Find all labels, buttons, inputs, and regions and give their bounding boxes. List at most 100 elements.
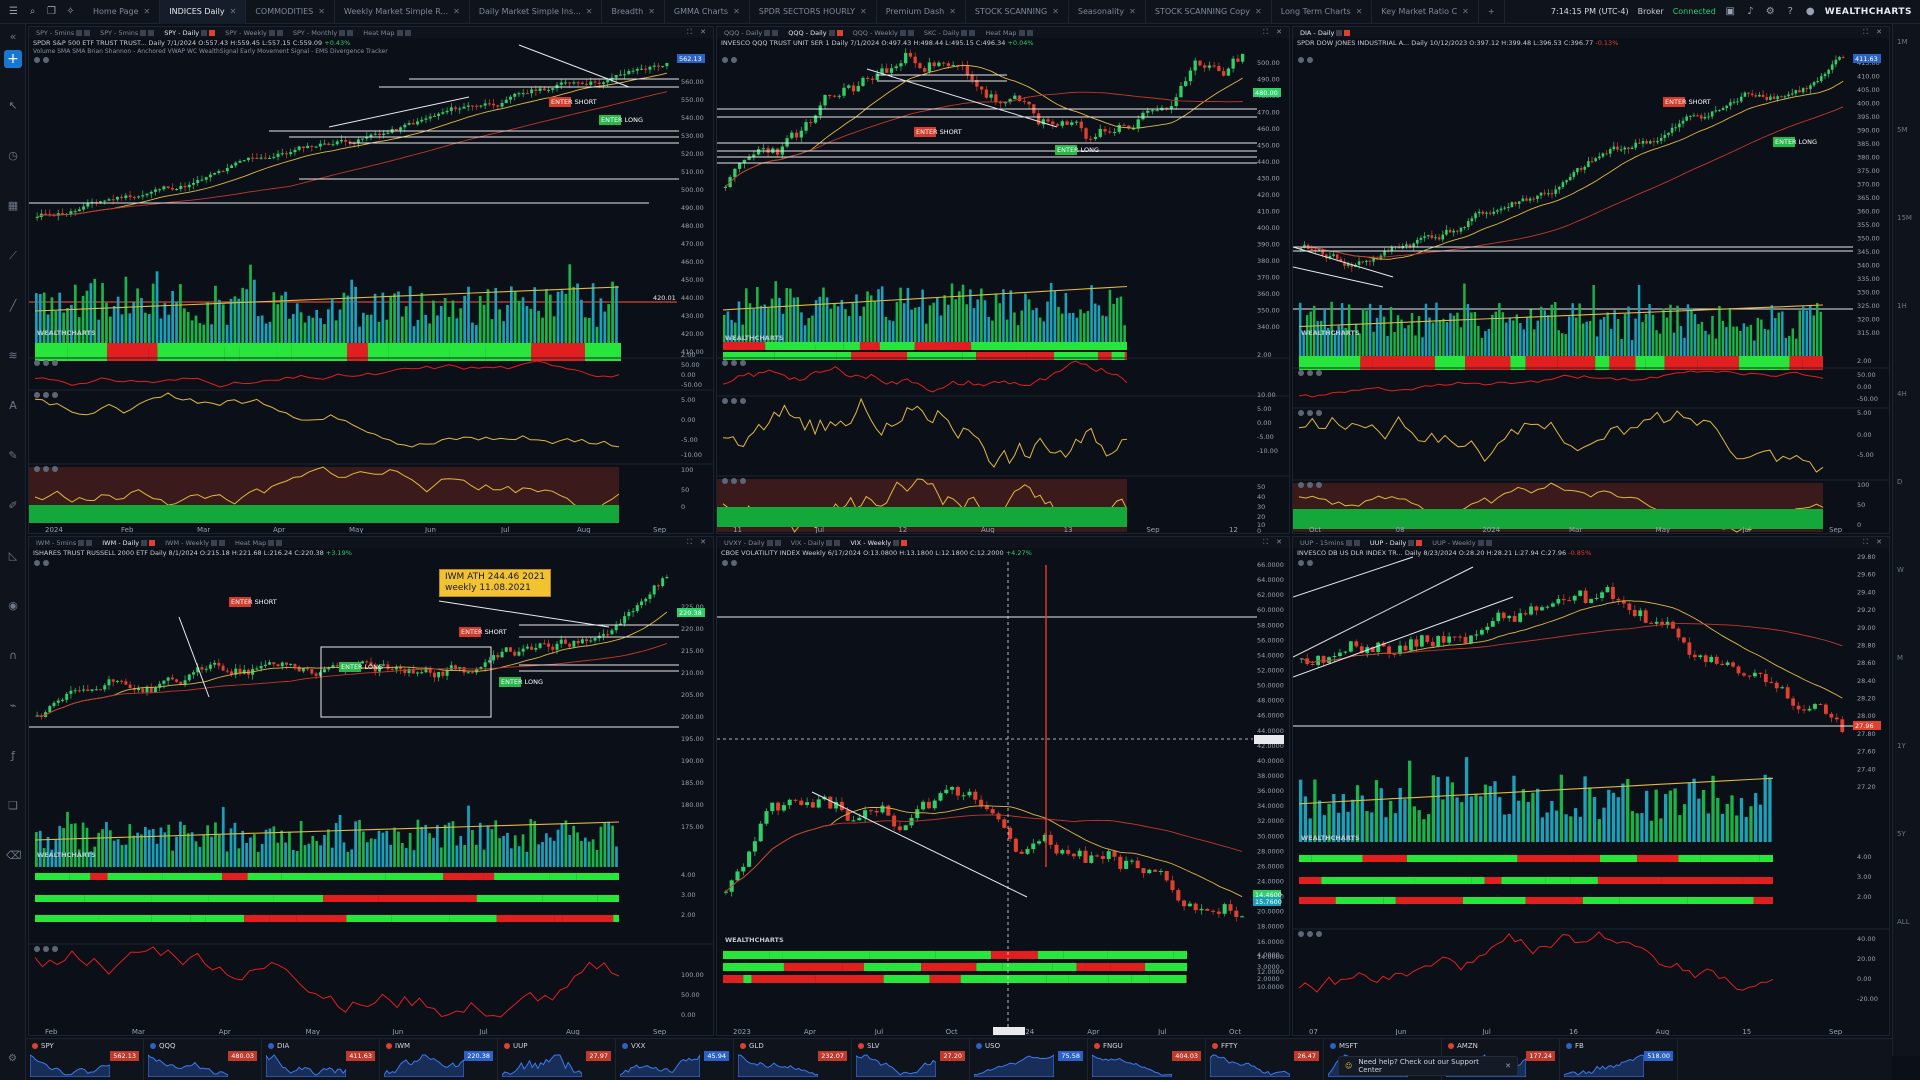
- panel-tab-menu-icon[interactable]: [893, 539, 900, 546]
- layout-tab[interactable]: Long Term Charts ✕: [1272, 0, 1373, 24]
- panel-tab-menu-icon[interactable]: [826, 539, 833, 546]
- watchlist-item[interactable]: DIA 411.63: [262, 1039, 380, 1080]
- panel-tab[interactable]: DIA - Daily: [1297, 29, 1353, 37]
- price-chart[interactable]: 560.00550.00540.00530.00520.00510.00500.…: [29, 27, 714, 534]
- zone-box[interactable]: [320, 646, 492, 718]
- pane-control-icon[interactable]: [1298, 410, 1304, 416]
- trade-signal-marker[interactable]: [339, 662, 361, 672]
- panel-tab[interactable]: UVXY - Daily: [721, 539, 784, 547]
- panel-tab[interactable]: UUP - Weekly: [1429, 539, 1494, 547]
- panel-tab-link-icon[interactable]: [1485, 539, 1492, 546]
- close-icon[interactable]: ✕: [949, 7, 956, 16]
- chart-control-icon[interactable]: [731, 57, 737, 63]
- close-icon[interactable]: ✕: [648, 7, 655, 16]
- panel-tab-link-icon[interactable]: [774, 539, 781, 546]
- watchlist-item[interactable]: QQQ 480.03: [144, 1039, 262, 1080]
- panel-tab[interactable]: QQQ - Weekly: [850, 29, 917, 37]
- panel-tab[interactable]: VIX - Daily: [788, 539, 844, 547]
- trendline[interactable]: [1293, 246, 1394, 278]
- panel-tab-menu-icon[interactable]: [1336, 29, 1343, 36]
- pane-control-icon[interactable]: [52, 466, 58, 472]
- panel-tab-menu-icon[interactable]: [141, 539, 148, 546]
- panel-tab-menu-icon[interactable]: [1345, 539, 1352, 546]
- timeframe-button[interactable]: 1Y: [1897, 742, 1906, 750]
- pane-control-icon[interactable]: [43, 946, 49, 952]
- pane-control-icon[interactable]: [1316, 370, 1322, 376]
- chart-panel-spy[interactable]: SPY - 5mins SPY - 5mins SPY - Daily SPY - W…: [28, 26, 714, 534]
- pane-control-icon[interactable]: [731, 398, 737, 404]
- trendline[interactable]: [328, 96, 470, 128]
- layout-tab[interactable]: COMMODITIES ✕: [246, 0, 335, 24]
- pane-control-icon[interactable]: [731, 478, 737, 484]
- cursor-icon[interactable]: ↖: [8, 99, 18, 112]
- ath-note[interactable]: IWM ATH 244.46 2021 weekly 11.08.2021: [439, 569, 552, 597]
- trade-signal-marker[interactable]: [1663, 97, 1685, 107]
- close-icon[interactable]: ✕: [1505, 1062, 1511, 1070]
- watchlist-item[interactable]: SLV 27.20: [852, 1039, 970, 1080]
- panel-tab-menu-icon[interactable]: [828, 29, 835, 36]
- trash-icon[interactable]: ⌫: [6, 849, 22, 862]
- panel-window-controls[interactable]: ⛶ ✕: [687, 28, 709, 36]
- panel-tab[interactable]: Heat Map: [982, 29, 1035, 37]
- trade-signal-marker[interactable]: [1055, 145, 1077, 155]
- close-icon[interactable]: ✕: [733, 7, 740, 16]
- price-chart[interactable]: 225.00220.00215.00210.00205.00200.00195.…: [29, 537, 714, 1036]
- pane-control-icon[interactable]: [1307, 410, 1313, 416]
- measure-icon[interactable]: ◺: [8, 549, 18, 562]
- add-tab-button[interactable]: +: [1479, 0, 1505, 24]
- pane-control-icon[interactable]: [1298, 931, 1304, 937]
- save-icon[interactable]: ▣: [1725, 6, 1735, 17]
- chart-control-icon[interactable]: [43, 57, 49, 63]
- chart-control-icon[interactable]: [34, 560, 40, 566]
- watchlist-item[interactable]: UUP 27.97: [498, 1039, 616, 1080]
- panel-tab-menu-icon[interactable]: [1408, 539, 1415, 546]
- chart-panel-qqq[interactable]: QQQ - Daily QQQ - Daily QQQ - Weekly SKC - …: [716, 26, 1290, 534]
- pane-control-icon[interactable]: [722, 478, 728, 484]
- panel-tab[interactable]: Heat Map: [232, 539, 285, 547]
- chart-control-icon[interactable]: [731, 560, 737, 566]
- layout-tab[interactable]: Weekly Market Simple R... ✕: [335, 0, 470, 24]
- panel-tab[interactable]: SPY - Weekly: [222, 29, 286, 37]
- chart-panel-dia[interactable]: DIA - Daily ⛶ ✕ SPDR DOW JONES INDUSTRIA…: [1292, 26, 1890, 534]
- pane-control-icon[interactable]: [1316, 931, 1322, 937]
- price-chart[interactable]: 415.00410.00405.00400.00395.00390.00385.…: [1293, 27, 1890, 534]
- panel-tab-link-icon[interactable]: [969, 29, 976, 36]
- timeframe-button[interactable]: 5M: [1897, 126, 1908, 134]
- panel-tab[interactable]: Heat Map: [360, 29, 413, 37]
- pane-control-icon[interactable]: [1307, 370, 1313, 376]
- clock-icon[interactable]: ◷: [8, 149, 18, 162]
- pane-control-icon[interactable]: [34, 360, 40, 366]
- pane-control-icon[interactable]: [1298, 482, 1304, 488]
- panel-tab[interactable]: SPY - Daily: [161, 29, 218, 37]
- layout-tab[interactable]: Daily Market Simple Ins... ✕: [470, 0, 603, 24]
- timeframe-button[interactable]: 1M: [1897, 38, 1908, 46]
- panel-tab-menu-icon[interactable]: [268, 539, 275, 546]
- magnet-icon[interactable]: ∩: [8, 649, 18, 662]
- panel-tab[interactable]: IWM - 5mins: [33, 539, 95, 547]
- pencil-icon[interactable]: ✐: [8, 499, 18, 512]
- layout-tab[interactable]: Home Page ✕: [84, 0, 161, 24]
- panel-tab-link-icon[interactable]: [1026, 29, 1033, 36]
- calendar-icon[interactable]: ▦: [7, 199, 19, 212]
- panel-window-controls[interactable]: ⛶ ✕: [687, 538, 709, 546]
- panel-tab-menu-icon[interactable]: [1018, 29, 1025, 36]
- panel-tab[interactable]: SKC - Daily: [921, 29, 979, 37]
- panel-tab-menu-icon[interactable]: [766, 539, 773, 546]
- panel-tab-link-icon[interactable]: [84, 29, 91, 36]
- pane-control-icon[interactable]: [740, 398, 746, 404]
- timeframe-button[interactable]: ALL: [1897, 918, 1910, 926]
- trendline[interactable]: [866, 68, 1058, 128]
- panel-tab-menu-icon[interactable]: [78, 539, 85, 546]
- chart-control-icon[interactable]: [1307, 560, 1313, 566]
- layout-tab[interactable]: INDICES Daily ✕: [160, 0, 247, 24]
- watchlist-item[interactable]: FNGU 404.03: [1088, 1039, 1206, 1080]
- price-chart[interactable]: 29.8029.6029.4029.2029.0028.8028.6028.40…: [1293, 537, 1890, 1036]
- watchlist-item[interactable]: SPY 562.13: [26, 1039, 144, 1080]
- panel-tab-link-icon[interactable]: [149, 539, 156, 546]
- panel-window-controls[interactable]: ⛶ ✕: [1863, 538, 1885, 546]
- copy-icon[interactable]: ❏: [8, 799, 18, 812]
- trade-signal-marker[interactable]: [229, 597, 251, 607]
- timeframe-button[interactable]: 15M: [1897, 214, 1912, 222]
- help-icon[interactable]: ?: [1787, 6, 1793, 17]
- panel-tab-link-icon[interactable]: [834, 539, 841, 546]
